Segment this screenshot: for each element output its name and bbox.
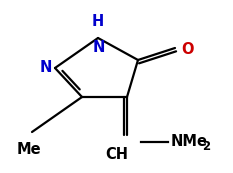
Text: O: O (181, 42, 193, 57)
Text: Me: Me (17, 142, 41, 157)
Text: N: N (93, 40, 105, 55)
Text: CH: CH (106, 147, 129, 162)
Text: 2: 2 (202, 140, 210, 153)
Text: H: H (92, 15, 104, 30)
Text: NMe: NMe (171, 134, 208, 149)
Text: N: N (40, 61, 52, 75)
